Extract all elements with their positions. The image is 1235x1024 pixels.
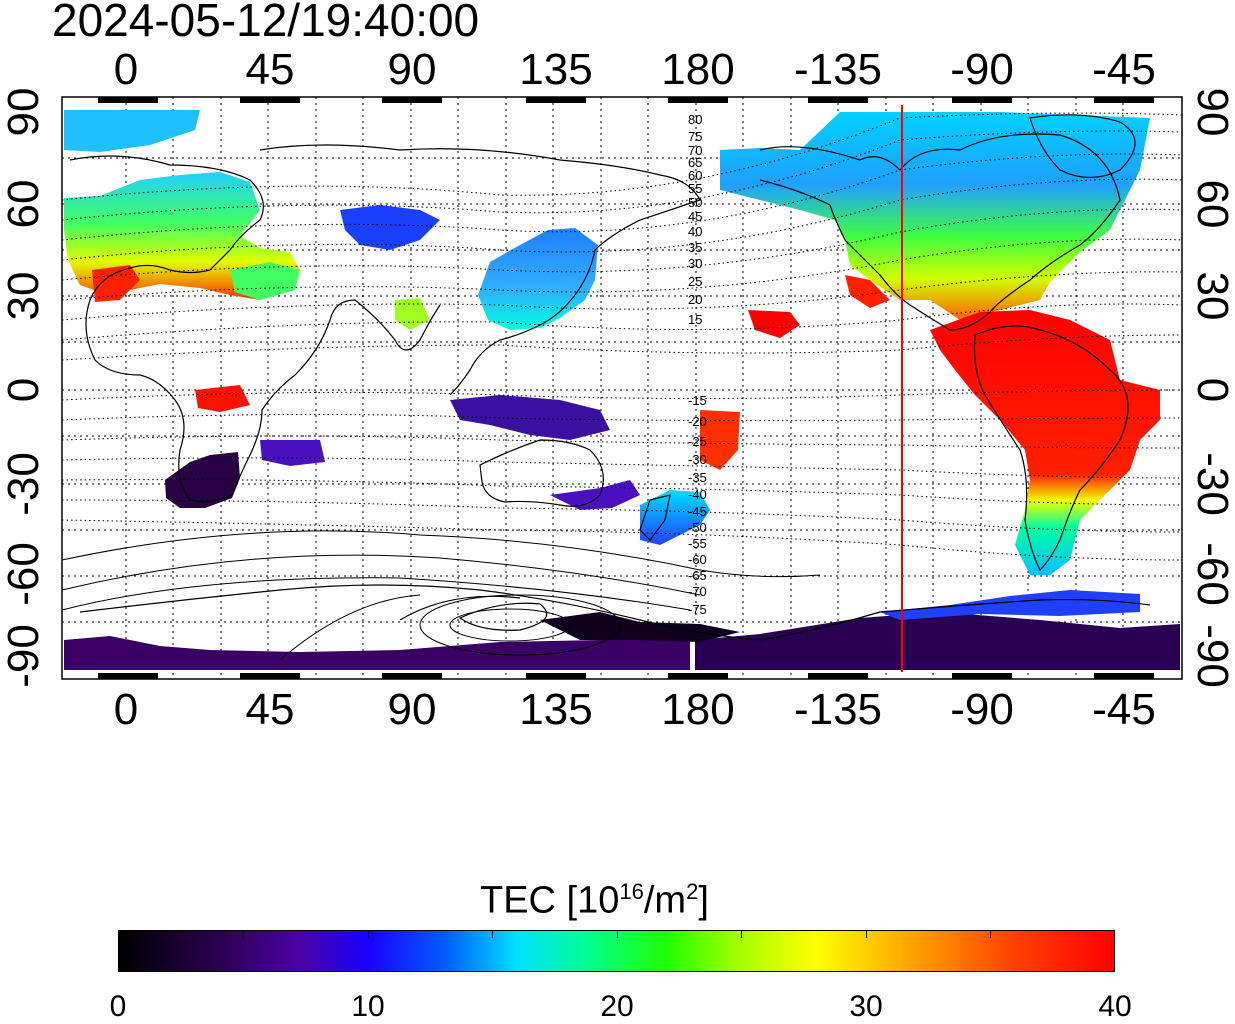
colorbar-major-tick <box>368 930 369 938</box>
tec-mexico-west <box>748 310 800 338</box>
contour-label: -50 <box>688 520 707 535</box>
top-lon-label: 90 <box>387 45 437 94</box>
colorbar-title-prefix: TEC [10 <box>480 879 620 922</box>
tec-antarctica-right <box>695 612 1180 670</box>
top-lon-label: -90 <box>950 45 1014 94</box>
tec-map: 80 75 70 65 60 55 50 45 40 35 30 25 20 1… <box>61 96 1183 680</box>
bottom-lon-label: -45 <box>1092 685 1156 734</box>
contour-label: 80 <box>688 112 702 127</box>
colorbar-title: TEC [1016/m2] <box>480 870 709 923</box>
tec-new-zealand <box>640 490 710 545</box>
contour-label: 55 <box>688 181 702 196</box>
colorbar-title-suffix: ] <box>698 879 709 922</box>
colorbar-title-unit: /m <box>643 879 687 922</box>
tec-east-africa <box>195 385 250 412</box>
colorbar-label: 0 <box>109 990 127 1023</box>
top-lon-label: 180 <box>661 45 735 94</box>
tec-australia <box>550 480 640 510</box>
contour-label: -45 <box>688 504 707 519</box>
timestamp-title: 2024-05-12/19:40:00 <box>52 0 480 46</box>
frame-tick-bars <box>98 97 1154 679</box>
tec-middle-east <box>230 262 300 300</box>
tec-pacific-islands <box>700 410 740 470</box>
contour-label-group: 80 75 70 65 60 55 50 45 40 35 30 25 20 1… <box>688 112 707 617</box>
contour-label: 25 <box>688 274 702 289</box>
contour-label: 60 <box>688 168 702 183</box>
colorbar-major-tick <box>866 930 867 938</box>
colorbar-label: 20 <box>600 990 634 1023</box>
bottom-lon-label: 90 <box>387 685 437 734</box>
tec-antarctic-dark <box>540 612 740 642</box>
contour-label: 40 <box>688 224 702 239</box>
tec-antarctica-left <box>64 636 690 670</box>
contour-label: 65 <box>688 155 702 170</box>
tec-east-asia <box>478 228 598 330</box>
bottom-lon-label: 135 <box>519 685 593 734</box>
contour-label: -35 <box>688 470 707 485</box>
colorbar-minor-tick <box>243 930 244 938</box>
magnetic-contours <box>61 112 1183 561</box>
tec-west-africa <box>92 265 140 302</box>
colorbar-label: 10 <box>351 990 385 1023</box>
colorbar-title-exponent: 16 <box>619 879 644 904</box>
bottom-lon-label: 180 <box>661 685 735 734</box>
contour-label: 15 <box>688 312 702 327</box>
contour-label: -30 <box>688 452 707 467</box>
contour-label: -70 <box>688 584 707 599</box>
tec-arctic-europe <box>64 110 200 152</box>
contour-label: 70 <box>688 143 702 158</box>
contour-label: -75 <box>688 602 707 617</box>
colorbar <box>118 930 1115 972</box>
contour-label: -15 <box>688 393 707 408</box>
colorbar-minor-tick <box>492 930 493 938</box>
tec-north-america <box>720 112 1150 320</box>
contour-label: -55 <box>688 536 707 551</box>
tec-south-america <box>930 310 1160 575</box>
bottom-lon-label: -90 <box>950 685 1014 734</box>
contour-label: 50 <box>688 195 702 210</box>
colorbar-label: 40 <box>1098 990 1132 1023</box>
tec-data <box>64 110 1180 670</box>
top-lon-label: 135 <box>519 45 593 94</box>
top-lon-label: 0 <box>113 45 139 94</box>
top-lon-label: 45 <box>245 45 295 94</box>
contour-label: -60 <box>688 552 707 567</box>
colorbar-minor-tick <box>990 930 991 938</box>
contour-label: 35 <box>688 240 702 255</box>
tec-mexico <box>845 275 890 308</box>
contour-label: 20 <box>688 292 702 307</box>
bottom-lon-label: 45 <box>245 685 295 734</box>
magnetic-contours-solid <box>61 530 821 661</box>
contour-label: 45 <box>688 209 702 224</box>
contour-label: 30 <box>688 256 702 271</box>
tec-indonesia <box>450 395 610 440</box>
tec-antarctic-blue-band <box>880 590 1140 620</box>
colorbar-major-tick <box>617 930 618 938</box>
contour-label: -20 <box>688 414 707 429</box>
bottom-lon-label: 0 <box>113 685 139 734</box>
colorbar-label: 30 <box>849 990 883 1023</box>
contour-label: -40 <box>688 487 707 502</box>
colorbar-minor-tick <box>741 930 742 938</box>
contour-label: 75 <box>688 129 702 144</box>
top-lon-label: -135 <box>793 45 883 94</box>
contour-label: -25 <box>688 434 707 449</box>
tec-siberia <box>340 205 440 250</box>
colorbar-title-unit-exponent: 2 <box>686 879 699 904</box>
bottom-lon-label: -135 <box>793 685 883 734</box>
contour-label: -65 <box>688 568 707 583</box>
tec-madagascar-band <box>260 440 325 466</box>
top-lon-label: -45 <box>1092 45 1156 94</box>
